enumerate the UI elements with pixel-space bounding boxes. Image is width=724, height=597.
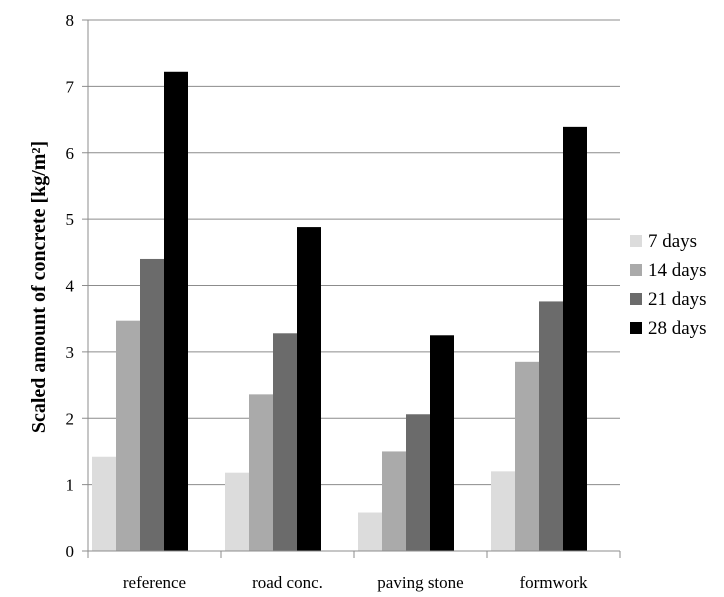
bar-14-days-formwork — [515, 361, 539, 551]
x-tick-label: reference — [123, 573, 186, 592]
legend-swatch — [630, 264, 642, 276]
bar-21-days-paving-stone — [406, 414, 430, 551]
bar-7-days-road-conc- — [225, 472, 249, 551]
y-tick-label: 2 — [66, 409, 75, 428]
x-axis-tick-labels: reference road conc. paving stone formwork — [87, 551, 621, 592]
bars — [92, 71, 587, 552]
bar-21-days-road-conc- — [273, 333, 297, 551]
y-tick-label: 7 — [66, 77, 75, 96]
legend-label: 28 days — [648, 318, 707, 339]
x-tick-label: formwork — [520, 573, 588, 592]
bar-28-days-formwork — [563, 126, 587, 552]
x-tick-label: road conc. — [252, 573, 323, 592]
bar-7-days-formwork — [491, 471, 515, 551]
bar-14-days-road-conc- — [249, 394, 273, 551]
bar-7-days-reference — [92, 456, 116, 551]
y-tick-label: 3 — [66, 343, 75, 362]
bar-21-days-formwork — [539, 301, 563, 551]
bar-14-days-reference — [116, 320, 140, 551]
y-tick-label: 6 — [66, 144, 75, 163]
bar-21-days-reference — [140, 258, 164, 551]
legend-label: 7 days — [648, 231, 697, 252]
legend-swatch — [630, 235, 642, 247]
legend-label: 14 days — [648, 260, 707, 281]
y-axis-label: Scaled amount of concrete [kg/m²] — [28, 141, 50, 433]
y-axis-tick-labels: 0 1 2 3 4 5 6 7 8 — [66, 11, 88, 561]
y-tick-label: 0 — [66, 542, 75, 561]
x-tick-label: paving stone — [377, 573, 463, 592]
y-tick-label: 5 — [66, 210, 75, 229]
bar-7-days-paving-stone — [358, 512, 382, 551]
y-tick-label: 4 — [66, 277, 75, 296]
bar-28-days-road-conc- — [297, 227, 321, 551]
legend: 7 days 14 days 21 days 28 days — [630, 231, 707, 339]
y-tick-label: 8 — [66, 11, 75, 30]
legend-swatch — [630, 322, 642, 334]
legend-label: 21 days — [648, 289, 707, 310]
legend-swatch — [630, 293, 642, 305]
bar-14-days-paving-stone — [382, 451, 406, 551]
bar-28-days-paving-stone — [430, 335, 454, 551]
y-tick-label: 1 — [66, 476, 75, 495]
bar-28-days-reference — [164, 71, 188, 552]
